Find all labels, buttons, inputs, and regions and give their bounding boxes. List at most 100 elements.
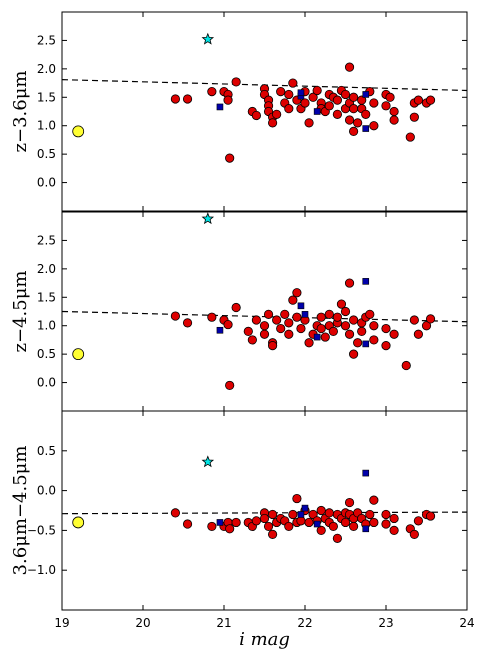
x-axis-label-text: i mag [239,629,290,650]
data-point-red [340,321,351,331]
data-point-red [223,95,233,105]
y-tick-label: 0.5 [37,147,56,161]
data-point-red [348,104,359,114]
data-point-blue [362,278,370,285]
y-tick-label: 0.5 [37,444,56,458]
data-point-red [267,529,278,539]
y-tick-label: 0.0 [37,376,56,390]
data-point-red [328,326,338,336]
data-point-blue [301,504,309,512]
plot-layer: 0.0 0.5 1.0 1.5 2.0 2.5 z−3.6μm 0.0 0.5 1.0 1.5 2.0… [10,11,475,630]
data-point-red [296,516,306,526]
data-point-red [225,380,235,391]
data-point-red [353,338,363,348]
data-point-blue [362,525,370,533]
data-point-red [267,509,278,520]
data-point-red [263,309,274,319]
data-point-red [401,360,411,371]
data-point-yellow [72,348,85,361]
data-point-blue [216,103,224,111]
data-point-blue [313,108,321,115]
data-point-red [304,517,314,528]
panel-frame [61,211,468,412]
data-point-red [381,323,391,334]
x-tick-label: 24 [459,616,474,630]
data-point-red [336,299,347,309]
x-tick-label: 20 [135,616,150,630]
data-point-red [425,511,436,521]
data-point-red [182,519,193,529]
y-tick-label: 1.0 [37,119,56,133]
x-tick-label: 21 [216,616,231,630]
data-point-red [296,323,306,334]
data-point-red [381,101,391,111]
data-point-red [332,312,342,322]
data-point-red [344,115,355,125]
data-point-red [304,118,314,128]
data-point-blue [313,520,321,528]
data-point-red [369,517,379,528]
data-point-star [201,455,215,468]
data-point-red [340,306,351,317]
data-point-star [201,32,215,45]
fit-line [61,310,468,323]
data-point-red [425,314,436,324]
panel-3: −1.0 −0.5 0.0 0.5 19 20 21 22 23 24 3.6μm−4.5μm [10,410,475,630]
data-point-red [284,89,294,100]
y-tick-label: 0.0 [37,484,56,498]
data-point-red [332,109,342,119]
data-point-red [225,524,235,534]
data-point-red [348,92,359,102]
data-point-red [357,326,367,336]
y-tick-label: 2.0 [37,62,56,76]
data-point-red [251,315,261,325]
y-tick-label: 0.5 [37,347,56,361]
y-tick-label: −1.0 [27,563,56,577]
data-point-red [353,118,363,128]
data-point-red [344,278,355,288]
data-point-red [381,341,391,351]
y-tick-label: 2.5 [37,233,56,247]
y-tick-label: 2.0 [37,262,56,276]
data-point-red [344,329,355,339]
data-point-red [381,519,391,529]
data-point-red [304,338,314,348]
data-point-red [263,521,274,532]
data-point-red [292,493,302,504]
data-point-red [344,497,355,508]
data-point-red [365,309,375,319]
data-point-red [340,89,351,100]
x-axis-label: i mag [239,629,290,650]
data-point-red [267,341,278,351]
data-point-red [316,312,326,322]
data-point-red [385,92,395,102]
data-point-red [231,302,241,313]
data-point-red [272,315,282,325]
data-point-red [413,95,423,105]
data-point-red [389,513,399,524]
data-point-red [207,521,217,532]
data-point-yellow [72,125,85,138]
data-point-red [284,521,294,532]
data-point-blue [216,519,224,526]
data-point-star [201,212,215,225]
data-point-red [340,517,351,528]
data-point-red [413,329,423,339]
data-point-red [324,508,334,518]
data-point-red [389,115,399,125]
data-point-red [381,509,391,520]
data-point-red [369,321,379,331]
data-point-red [389,329,399,339]
data-point-blue [362,469,370,477]
data-point-red [259,321,270,331]
data-point-red [292,312,302,322]
panel-frame [61,410,468,611]
x-tick-label: 19 [54,616,69,630]
data-point-blue [297,511,305,518]
data-point-red [348,126,359,136]
data-point-red [280,309,290,319]
data-point-red [247,335,257,345]
data-point-red [332,95,342,105]
data-point-red [348,349,359,359]
y-axis-label: z−3.6μm [10,71,31,153]
